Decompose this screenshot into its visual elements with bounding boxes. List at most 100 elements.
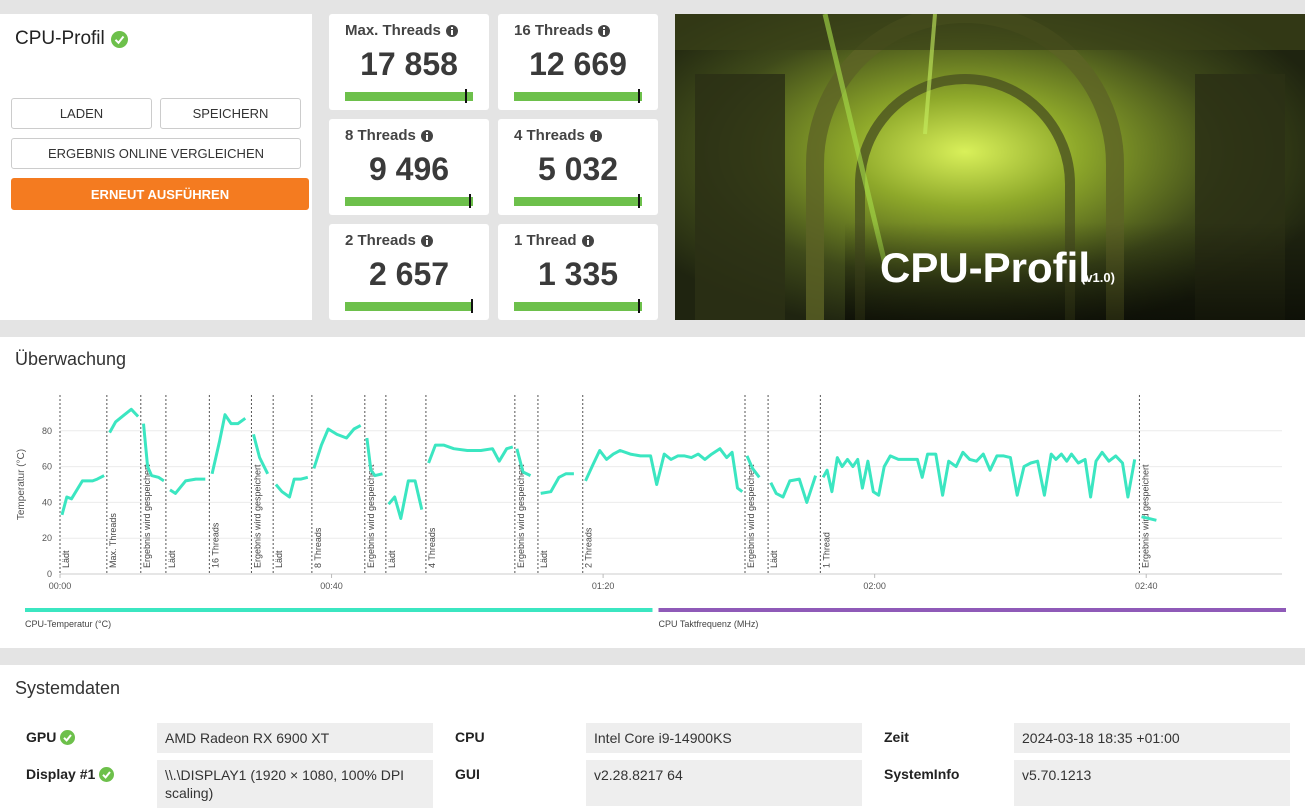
- check-circle: [60, 729, 76, 745]
- score-card: 2 Threads 2 657: [329, 224, 489, 320]
- score-label: 1 Thread: [514, 232, 577, 249]
- profile-panel: CPU-Profil LADEN SPEICHERN ERGEBNIS ONLI…: [0, 14, 312, 320]
- score-label-row: 4 Threads: [514, 127, 602, 144]
- score-bar: [345, 197, 473, 206]
- event-label: Ergebnis wird gespeichert: [252, 464, 262, 568]
- score-label-row: 16 Threads: [514, 22, 611, 39]
- score-bar-marker: [638, 194, 640, 208]
- x-tick-label: 00:40: [320, 581, 343, 591]
- check-icon: [110, 30, 128, 48]
- system-label: CPU: [455, 729, 485, 745]
- system-value: v5.70.1213: [1014, 760, 1290, 806]
- compare-button[interactable]: ERGEBNIS ONLINE VERGLEICHEN: [11, 138, 301, 169]
- event-label: Lädt: [769, 550, 779, 568]
- system-title: Systemdaten: [15, 678, 121, 698]
- banner-title: CPU-Profil: [880, 244, 1090, 291]
- x-tick-label: 01:20: [592, 581, 615, 591]
- score-bar-marker: [469, 194, 471, 208]
- score-card: Max. Threads 17 858: [329, 14, 489, 110]
- x-tick-label: 02:40: [1135, 581, 1158, 591]
- score-label-row: 2 Threads: [345, 232, 433, 249]
- system-label: Display #1: [26, 766, 96, 782]
- score-bar: [514, 302, 642, 311]
- score-bar-marker: [638, 89, 640, 103]
- score-bar: [345, 92, 473, 101]
- score-label-row: Max. Threads: [345, 22, 458, 39]
- legend-label: CPU Taktfrequenz (MHz): [659, 619, 759, 629]
- y-axis-label: Temperatur (°C): [16, 449, 27, 520]
- score-bar: [514, 92, 642, 101]
- save-button[interactable]: SPEICHERN: [160, 98, 301, 129]
- check-mark: [102, 770, 112, 779]
- score-value: 17 858: [360, 46, 458, 82]
- score-label: 2 Threads: [345, 232, 416, 249]
- system-label-row: GPU: [26, 729, 76, 745]
- event-label: Ergebnis wird gespeichert: [366, 464, 376, 568]
- y-tick-label: 20: [42, 533, 52, 543]
- check-mark: [63, 733, 73, 742]
- info-icon: [589, 129, 602, 142]
- score-value: 12 669: [529, 46, 627, 82]
- load-button[interactable]: LADEN: [11, 98, 152, 129]
- legend-swatch: [25, 608, 653, 612]
- score-label: 4 Threads: [514, 127, 585, 144]
- system-value: v2.28.8217 64: [586, 760, 862, 806]
- score-label-row: 8 Threads: [345, 127, 433, 144]
- temperature-line: [60, 407, 1157, 522]
- event-label: 16 Threads: [210, 522, 220, 568]
- legend-label: CPU-Temperatur (°C): [25, 619, 111, 629]
- info-icon: [420, 129, 433, 142]
- score-value: 2 657: [368, 256, 450, 292]
- system-label-row: CPU: [455, 729, 485, 745]
- score-bar: [345, 302, 473, 311]
- score-card: 4 Threads 5 032: [498, 119, 658, 215]
- event-label: Lädt: [387, 550, 397, 568]
- system-label: SystemInfo: [884, 766, 960, 782]
- system-label: GPU: [26, 729, 57, 745]
- event-label: Lädt: [539, 550, 549, 568]
- event-label: 4 Threads: [427, 527, 437, 568]
- event-label: Lädt: [167, 550, 177, 568]
- chart: 0 20 40 60 80 Temperatur (°C) 00:00 00:40 01:20 0…: [16, 395, 1286, 629]
- banner: CPU-Profil (v1.0): [675, 14, 1305, 320]
- rerun-button[interactable]: ERNEUT AUSFÜHREN: [11, 178, 309, 210]
- system-value: \\.\DISPLAY1 (1920 × 1080, 100% DPI scal…: [157, 760, 433, 808]
- system-label-row: GUI: [455, 766, 480, 782]
- event-label: Ergebnis wird gespeichert: [1140, 464, 1150, 568]
- score-label: Max. Threads: [345, 22, 441, 39]
- system-value: AMD Radeon RX 6900 XT: [157, 723, 433, 753]
- score-bar: [514, 197, 642, 206]
- profile-header: CPU-Profil: [15, 28, 128, 50]
- event-label: 1 Thread: [821, 532, 831, 568]
- system-value: 2024-03-18 18:35 +01:00: [1014, 723, 1290, 753]
- x-tick-label: 02:00: [863, 581, 886, 591]
- info-icon: [598, 24, 611, 37]
- info-icon: [581, 234, 594, 247]
- banner-version: (v1.0): [1081, 270, 1115, 285]
- info-icon: [420, 234, 433, 247]
- y-tick-label: 0: [47, 569, 52, 579]
- score-bar-marker: [471, 299, 473, 313]
- system-value: Intel Core i9-14900KS: [586, 723, 862, 753]
- y-tick-label: 60: [42, 462, 52, 472]
- event-label: 8 Threads: [313, 527, 323, 568]
- y-tick-label: 80: [42, 426, 52, 436]
- score-value: 1 335: [537, 256, 619, 292]
- check-icon: [60, 729, 76, 745]
- system-panel: Systemdaten GPU AMD Radeon RX 6900 XT Disp…: [0, 665, 1305, 808]
- score-label: 8 Threads: [345, 127, 416, 144]
- event-label: Lädt: [61, 550, 71, 568]
- event-label: Ergebnis wird gespeichert: [746, 464, 756, 568]
- profile-title: CPU-Profil: [15, 28, 105, 49]
- system-label: Zeit: [884, 729, 909, 745]
- event-label: Lädt: [274, 550, 284, 568]
- score-card: 1 Thread 1 335: [498, 224, 658, 320]
- info-icon: [445, 24, 458, 37]
- system-label-row: SystemInfo: [884, 766, 959, 782]
- score-value: 9 496: [368, 151, 450, 187]
- system-label-row: Display #1: [26, 766, 115, 782]
- check-circle: [99, 766, 115, 782]
- score-bar-marker: [638, 299, 640, 313]
